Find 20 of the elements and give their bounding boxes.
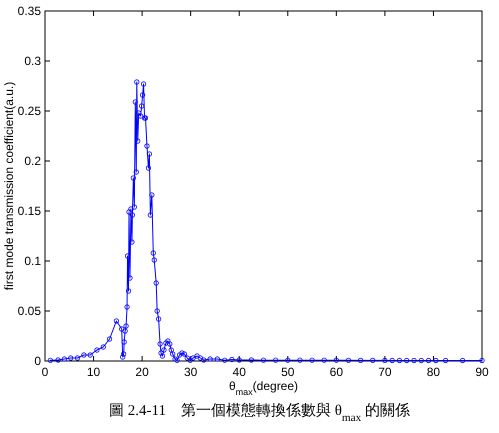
x-tick-label: 40 <box>232 365 246 379</box>
y-tick-label: 0.3 <box>24 54 42 68</box>
y-tick-label: 0.25 <box>18 104 42 118</box>
x-tick-label: 30 <box>184 365 198 379</box>
x-tick-label: 90 <box>475 365 489 379</box>
y-tick-label: 0.2 <box>24 154 42 168</box>
x-tick-label: 60 <box>330 365 344 379</box>
y-axis-title: first mode transmission coefficient(a.u.) <box>2 82 16 290</box>
x-tick-label: 80 <box>426 365 440 379</box>
y-tick-label: 0.15 <box>18 204 42 218</box>
x-tick-label: 50 <box>281 365 295 379</box>
y-tick-label: 0.05 <box>18 304 42 318</box>
x-tick-label: 10 <box>86 365 101 379</box>
x-axis-title: θ$_{max}$(degree) <box>228 379 298 397</box>
y-tick-label: 0.35 <box>18 4 42 18</box>
x-tick-label: 20 <box>135 365 150 379</box>
x-tick-label: 70 <box>378 365 392 379</box>
y-tick-label: 0.1 <box>24 254 42 268</box>
y-tick-label: 0 <box>34 354 42 368</box>
caption: 圖 2.4-11 第一個模態轉換係數與 θ$_{max}$ 的關係 <box>109 402 410 424</box>
